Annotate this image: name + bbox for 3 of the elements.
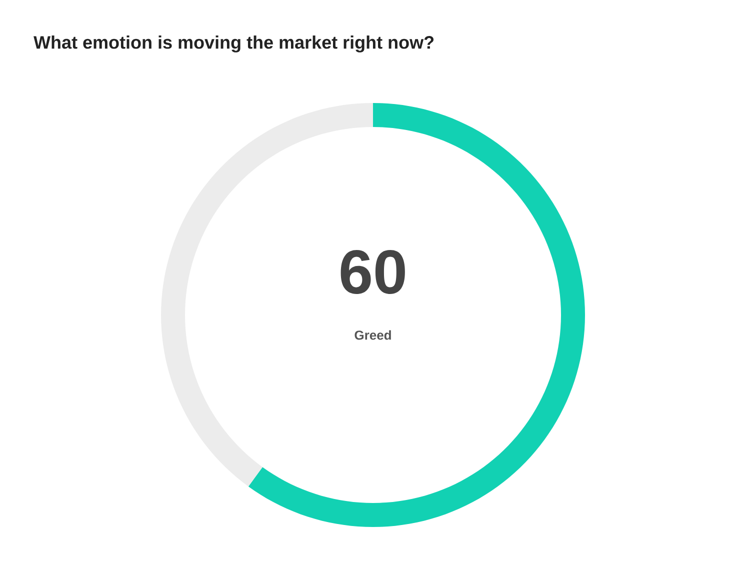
- data-label: 60: [340, 250, 405, 294]
- slice-label: Greed: [354, 330, 391, 340]
- chart-title: What emotion is moving the market right now?: [34, 36, 434, 52]
